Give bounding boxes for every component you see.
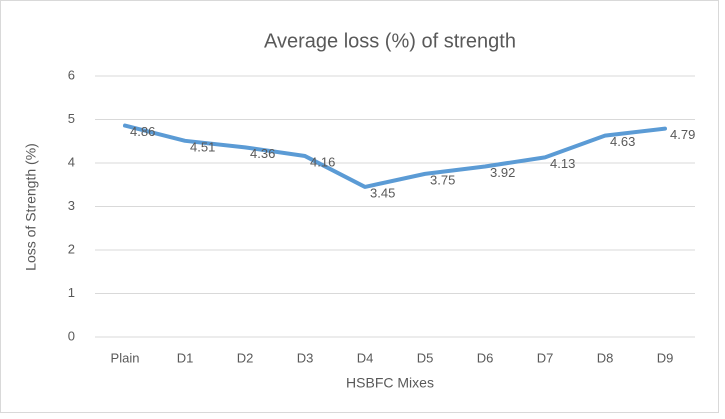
data-label: 4.16	[310, 154, 335, 169]
x-tick-label: D3	[297, 350, 314, 365]
data-label: 4.51	[190, 139, 215, 154]
data-label: 4.63	[610, 134, 635, 149]
x-tick-label: D2	[237, 350, 254, 365]
data-label: 3.75	[430, 172, 455, 187]
data-label: 4.36	[250, 146, 275, 161]
x-tick-label: D9	[657, 350, 674, 365]
x-tick-label: D8	[597, 350, 614, 365]
y-tick-label: 4	[68, 154, 75, 169]
y-tick-label: 1	[68, 285, 75, 300]
x-tick-label: Plain	[111, 350, 140, 365]
y-tick-label: 3	[68, 198, 75, 213]
x-tick-label: D1	[177, 350, 194, 365]
y-tick-label: 2	[68, 241, 75, 256]
data-label: 4.86	[130, 124, 155, 139]
x-axis-title: HSBFC Mixes	[346, 375, 434, 391]
data-line	[123, 123, 667, 189]
data-label: 4.13	[550, 156, 575, 171]
y-tick-label: 6	[68, 67, 75, 82]
x-tick-label: D7	[537, 350, 554, 365]
x-tick-label: D5	[417, 350, 434, 365]
data-label: 3.45	[370, 185, 395, 200]
y-axis-title: Loss of Strength (%)	[23, 143, 39, 271]
chart-title: Average loss (%) of strength	[264, 30, 516, 52]
data-label: 3.92	[490, 165, 515, 180]
y-tick-label: 5	[68, 111, 75, 126]
data-label: 4.79	[670, 127, 695, 142]
x-tick-label: D6	[477, 350, 494, 365]
x-tick-label: D4	[357, 350, 374, 365]
y-tick-label: 0	[68, 328, 75, 343]
